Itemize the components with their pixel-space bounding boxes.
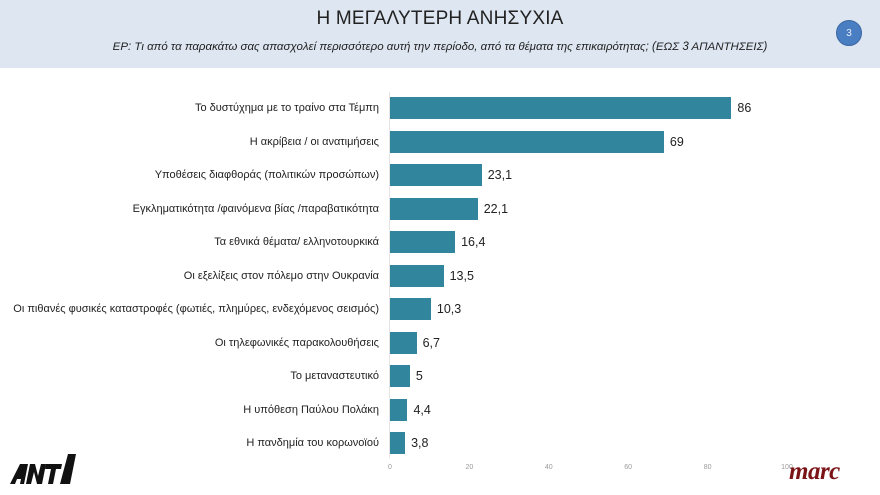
x-tick-label: 80 [703,464,712,471]
bar-row: Οι τηλεφωνικές παρακολουθήσεις 6,7 [0,331,880,354]
category-label: Οι εξελίξεις στον πόλεμο στην Ουκρανία [183,269,379,282]
bar [390,365,410,387]
bar-row: Το μεταναστευτικό 5 [0,365,880,387]
bar-row: Η υπόθεση Παύλου Πολάκη 4,4 [0,398,880,421]
bar-row: Η ακρίβεια / οι ανατιμήσεις 69 [0,130,880,153]
y-axis-line [389,92,390,458]
bar-row: Το δυστύχημα με το τραίνο στα Τέμπη 86 [0,97,880,119]
bar-row: Οι εξελίξεις στον πόλεμο στην Ουκρανία 13… [0,264,880,287]
bar [390,97,732,119]
marc-logo: marc [789,458,840,485]
x-tick-label: 60 [624,464,633,471]
chart-title: Η ΜΕΓΑΛΥΤΕΡΗ ΑΝΗΣΥΧΙΑ [316,8,564,29]
value-label: 69 [669,134,684,149]
bar [390,130,664,153]
value-label: 6,7 [422,335,440,350]
bar [390,164,482,186]
bar [390,432,406,454]
bar [390,231,456,253]
category-label: Η υπόθεση Παύλου Πολάκη [243,403,379,416]
category-label: Εγκληματικότητα /φαινόμενα βίας /παραβατ… [132,202,379,215]
bar [390,197,478,220]
value-label: 23,1 [487,168,513,182]
header-banner: Η ΜΕΓΑΛΥΤΕΡΗ ΑΝΗΣΥΧΙΑ ΕΡ: Τι από τα παρα… [0,0,880,68]
bar-row: Τα εθνικά θέματα/ ελληνοτουρκικά 16,4 [0,231,880,253]
category-label: Οι πιθανές φυσικές καταστροφές (φωτιές, … [13,303,379,315]
value-label: 5 [415,369,423,383]
category-label: Το δυστύχημα με το τραίνο στα Τέμπη [194,102,379,114]
ant1-logo [10,454,76,484]
value-label: 86 [737,101,752,115]
x-tick-label: 40 [544,464,553,471]
value-label: 13,5 [449,268,474,283]
x-tick-label: 0 [388,464,392,471]
bar-row: Εγκληματικότητα /φαινόμενα βίας /παραβατ… [0,197,880,220]
bar-row: Η πανδημία του κορωνοϊού 3,8 [0,432,880,454]
bar [390,398,408,421]
bar-row: Οι πιθανές φυσικές καταστροφές (φωτιές, … [0,298,880,320]
bar-row: Υποθέσεις διαφθοράς (πολιτικών προσώπων)… [0,164,880,186]
category-label: Οι τηλεφωνικές παρακολουθήσεις [214,336,379,349]
value-label: 22,1 [483,201,509,216]
bar [390,298,431,320]
category-label: Η πανδημία του κορωνοϊού [246,437,379,449]
category-label: Το μεταναστευτικό [290,370,379,382]
page-number-badge: 3 [836,20,862,46]
value-label: 10,3 [436,302,462,316]
bar [390,264,444,287]
bar [390,331,417,354]
chart-subtitle: ΕΡ: Τι από τα παρακάτω σας απασχολεί περ… [112,41,768,53]
category-label: Υποθέσεις διαφθοράς (πολιτικών προσώπων) [154,169,379,181]
x-tick-label: 100 [781,464,793,471]
value-label: 3,8 [411,436,429,450]
category-label: Τα εθνικά θέματα/ ελληνοτουρκικά [214,236,379,248]
category-label: Η ακρίβεια / οι ανατιμήσεις [249,135,379,148]
value-label: 4,4 [413,402,431,417]
value-label: 16,4 [461,235,486,249]
x-tick-label: 20 [465,464,474,471]
